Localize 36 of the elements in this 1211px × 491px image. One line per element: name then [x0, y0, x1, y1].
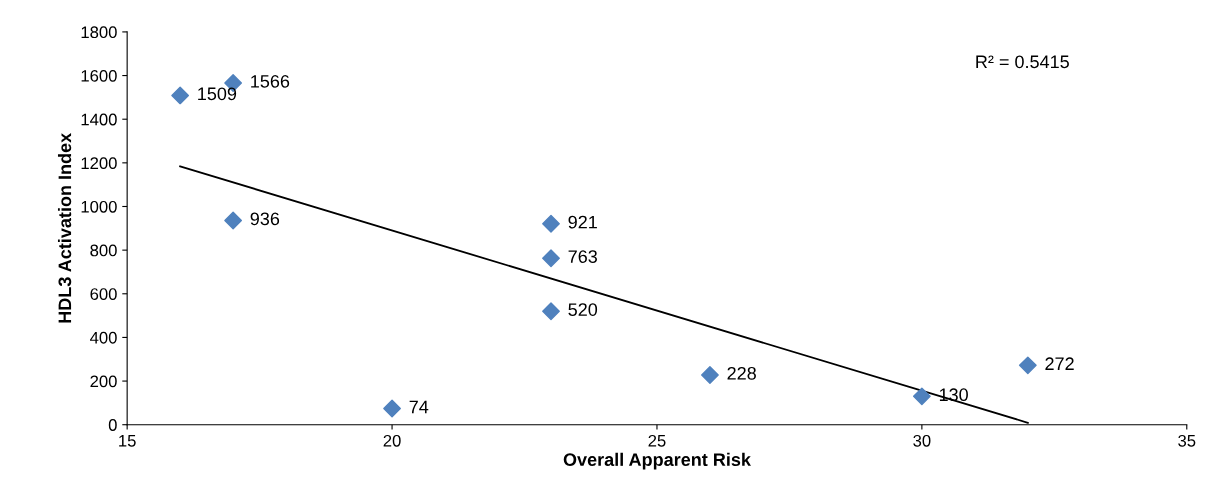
x-tick-label: 30	[913, 434, 931, 447]
annotation: R² = 0.5415	[976, 55, 1069, 69]
data-label: 74	[409, 400, 429, 414]
point	[542, 214, 560, 233]
y-tick-label: 1600	[81, 69, 117, 82]
point	[912, 387, 931, 406]
data-label: 228	[727, 366, 756, 380]
y-tick-label: 1000	[81, 200, 117, 213]
point	[1018, 356, 1037, 375]
point	[542, 302, 560, 321]
point	[701, 366, 719, 384]
point	[171, 86, 190, 105]
data-label: 520	[568, 303, 598, 316]
data-label: 272	[1045, 357, 1074, 370]
y-tick-label: 0	[108, 419, 117, 431]
data-label: 936	[250, 212, 280, 226]
point	[542, 249, 560, 268]
point	[224, 211, 243, 230]
data-label: 921	[568, 215, 597, 229]
x-tick-label: 35	[1178, 434, 1196, 447]
data-label: 1509	[198, 87, 237, 101]
y-tick-label: 400	[90, 331, 117, 344]
y-tick-label: 200	[90, 375, 117, 388]
y-tick-label: 1200	[81, 157, 117, 170]
data-label: 1566	[251, 74, 290, 88]
data-label: 763	[568, 250, 597, 263]
x-tick-label: 25	[648, 434, 666, 447]
x-tick-label: 15	[119, 435, 136, 447]
x-axis-title: Overall Apparent Risk	[563, 452, 751, 470]
x-tick-label: 20	[383, 434, 401, 447]
y-tick-label: 600	[90, 288, 117, 300]
point	[383, 399, 401, 418]
y-tick-label: 800	[90, 244, 117, 257]
y-tick-label: 1400	[81, 113, 117, 126]
y-axis-title: HDL3 Activation Index	[57, 132, 72, 323]
y-tick-label: 1800	[81, 26, 117, 39]
